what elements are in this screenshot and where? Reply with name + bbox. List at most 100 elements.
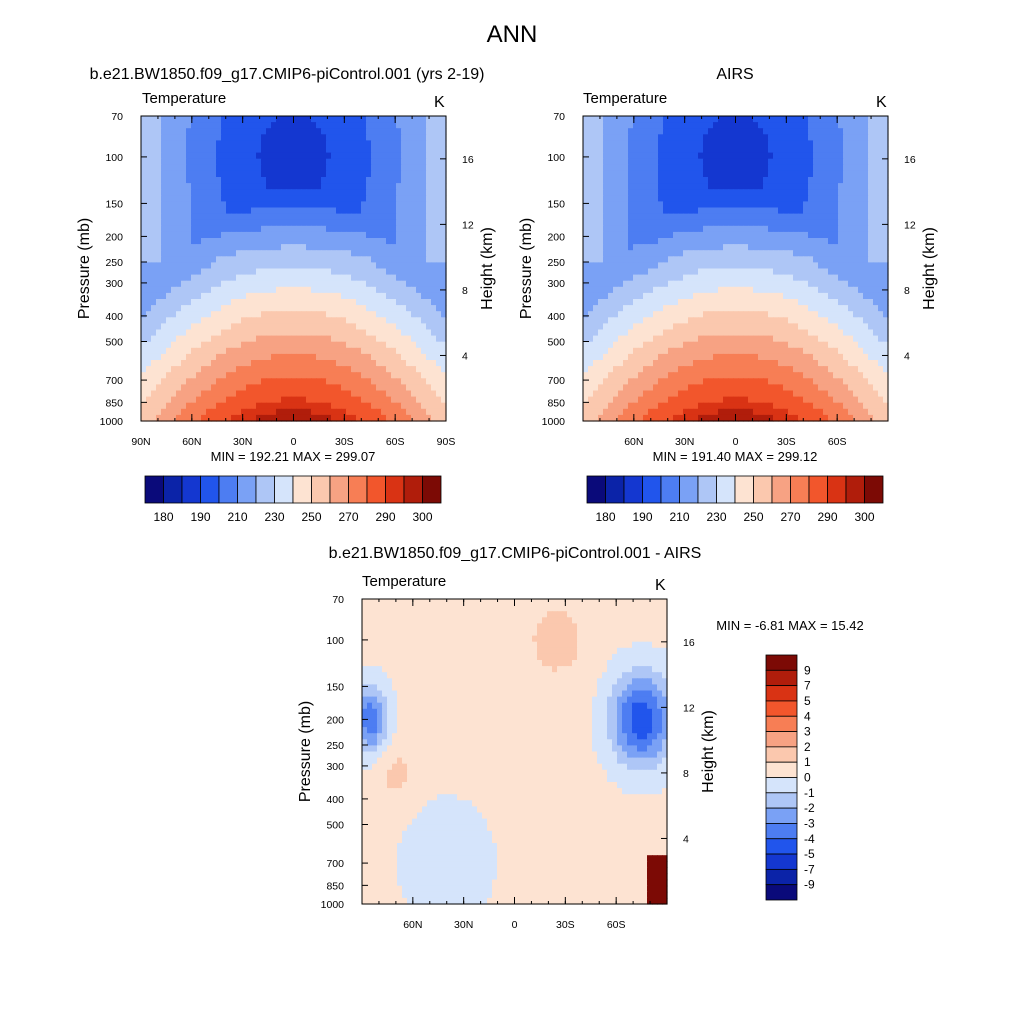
heatmap-cell (411, 292, 417, 300)
heatmap-cell (266, 244, 272, 251)
heatmap-cell (723, 183, 729, 190)
heatmap-cell (141, 378, 147, 385)
heatmap-cell (371, 219, 377, 227)
heatmap-cell (366, 286, 372, 294)
heatmap-cell (773, 280, 779, 288)
heatmap-cell (351, 311, 357, 318)
heatmap-cell (201, 170, 207, 178)
heatmap-cell (226, 323, 232, 331)
heatmap-cell (161, 238, 167, 245)
heatmap-cell (261, 384, 267, 392)
heatmap-cell (436, 347, 442, 355)
heatmap-cell (336, 360, 342, 367)
heatmap-cell (588, 238, 594, 245)
heatmap-cell (411, 164, 417, 172)
heatmap-cell (321, 390, 327, 398)
heatmap-cell (833, 152, 839, 160)
heatmap-cell (146, 268, 152, 276)
heatmap-cell (588, 170, 594, 178)
heatmap-cell (698, 170, 704, 178)
heatmap-cell (361, 366, 367, 373)
heatmap-cell (633, 128, 639, 135)
heatmap-cell (426, 311, 432, 318)
heatmap-cell (196, 225, 202, 233)
heatmap-cell (311, 244, 317, 251)
heatmap-cell (583, 231, 589, 239)
heatmap-cell (326, 299, 332, 306)
heatmap-cell (296, 164, 302, 172)
heatmap-cell (873, 164, 879, 172)
heatmap-cell (236, 158, 242, 166)
heatmap-cell (638, 256, 644, 263)
heatmap-cell (743, 140, 749, 148)
heatmap-cell (346, 219, 352, 227)
heatmap-cell (421, 201, 427, 209)
heatmap-cell (216, 323, 222, 331)
heatmap-cell (141, 262, 147, 270)
heatmap-cell (638, 231, 644, 239)
heatmap-cell (321, 347, 327, 355)
heatmap-cell (426, 122, 432, 129)
heatmap-cell (316, 170, 322, 178)
heatmap-cell (416, 366, 422, 373)
heatmap-cell (356, 128, 362, 135)
heatmap-cell (191, 183, 197, 190)
heatmap-cell (828, 268, 834, 276)
heatmap-cell (321, 189, 327, 196)
heatmap-cell (628, 146, 634, 154)
heatmap-cell (648, 231, 654, 239)
heatmap-cell (668, 244, 674, 251)
heatmap-cell (648, 170, 654, 178)
heatmap-cell (276, 225, 282, 233)
heatmap-cell (798, 219, 804, 227)
heatmap-cell (673, 250, 679, 257)
heatmap-cell (386, 250, 392, 257)
heatmap-cell (763, 207, 769, 215)
heatmap-cell (421, 256, 427, 263)
heatmap-cell (416, 292, 422, 300)
heatmap-cell (246, 189, 252, 196)
heatmap-cell (281, 286, 287, 294)
heatmap-cell (201, 299, 207, 306)
heatmap-cell (868, 183, 874, 190)
heatmap-cell (206, 329, 212, 337)
heatmap-cell (276, 231, 282, 239)
heatmap-cell (366, 329, 372, 337)
heatmap-cell (648, 238, 654, 245)
heatmap-cell (196, 146, 202, 154)
heatmap-cell (181, 201, 187, 209)
heatmap-cell (376, 372, 382, 379)
heatmap-cell (608, 170, 614, 178)
heatmap-cell (326, 396, 332, 404)
heatmap-cell (361, 244, 367, 251)
heatmap-cell (306, 268, 312, 276)
heatmap-cell (758, 128, 764, 135)
heatmap-cell (291, 219, 297, 227)
heatmap-cell (151, 268, 157, 276)
heatmap-cell (181, 195, 187, 202)
heatmap-cell (201, 372, 207, 379)
heatmap-cell (753, 128, 759, 135)
heatmap-cell (436, 158, 442, 166)
heatmap-cell (878, 207, 884, 215)
heatmap-cell (241, 347, 247, 355)
heatmap-cell (196, 189, 202, 196)
heatmap-cell (798, 122, 804, 129)
heatmap-cell (356, 189, 362, 196)
heatmap-cell (608, 122, 614, 129)
pressure-tick-label: 200 (105, 231, 123, 243)
heatmap-cell (301, 341, 307, 349)
heatmap-cell (176, 122, 182, 129)
heatmap-cell (818, 262, 824, 270)
heatmap-cell (868, 268, 874, 276)
heatmap-cell (141, 244, 147, 251)
heatmap-cell (151, 274, 157, 282)
heatmap-cell (271, 280, 277, 288)
heatmap-cell (306, 170, 312, 178)
heatmap-cell (743, 158, 749, 166)
heatmap-cell (643, 238, 649, 245)
heatmap-cell (401, 408, 407, 416)
heatmap-cell (868, 158, 874, 166)
heatmap-cell (848, 140, 854, 148)
heatmap-cell (753, 262, 759, 270)
